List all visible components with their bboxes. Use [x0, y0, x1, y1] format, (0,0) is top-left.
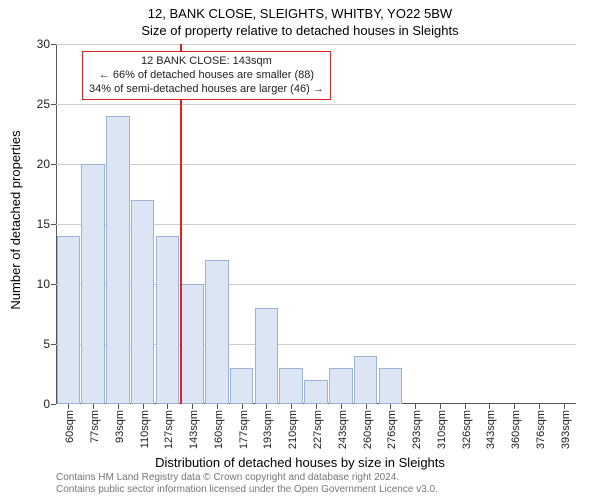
y-tick-label: 10	[37, 277, 56, 291]
chart-container: 12, BANK CLOSE, SLEIGHTS, WHITBY, YO22 5…	[0, 0, 600, 500]
x-tick-label: 360sqm	[510, 410, 522, 449]
x-tick-mark	[192, 404, 193, 409]
x-tick-label: 276sqm	[386, 410, 398, 449]
y-tick-label: 15	[37, 217, 56, 231]
plot-area: 05101520253060sqm77sqm93sqm110sqm127sqm1…	[56, 44, 576, 404]
chart-title-sub: Size of property relative to detached ho…	[0, 21, 600, 42]
x-axis-label: Distribution of detached houses by size …	[0, 455, 600, 470]
bar	[106, 116, 130, 404]
x-tick-mark	[316, 404, 317, 409]
bar	[156, 236, 180, 404]
x-tick-label: 160sqm	[213, 410, 225, 449]
x-tick-label: 343sqm	[485, 410, 497, 449]
x-tick-mark	[242, 404, 243, 409]
x-tick-label: 127sqm	[163, 410, 175, 449]
y-tick-label: 0	[43, 397, 56, 411]
y-tick-label: 5	[43, 337, 56, 351]
x-tick-label: 93sqm	[114, 410, 126, 443]
callout-line: 34% of semi-detached houses are larger (…	[89, 83, 324, 97]
attribution-line: Contains HM Land Registry data © Crown c…	[56, 472, 438, 484]
x-tick-label: 193sqm	[262, 410, 274, 449]
bar	[131, 200, 155, 404]
bar	[255, 308, 279, 404]
x-tick-label: 177sqm	[238, 410, 250, 449]
bar	[57, 236, 81, 404]
x-tick-mark	[266, 404, 267, 409]
x-tick-label: 260sqm	[362, 410, 374, 449]
gridline	[56, 44, 576, 45]
x-tick-mark	[415, 404, 416, 409]
bar	[279, 368, 303, 404]
x-tick-mark	[143, 404, 144, 409]
callout-line: 12 BANK CLOSE: 143sqm	[89, 55, 324, 69]
x-tick-mark	[118, 404, 119, 409]
bar	[304, 380, 328, 404]
bar	[329, 368, 353, 404]
attribution-line: Contains public sector information licen…	[56, 484, 438, 496]
x-tick-mark	[390, 404, 391, 409]
x-tick-mark	[514, 404, 515, 409]
bar	[205, 260, 229, 404]
x-tick-label: 77sqm	[89, 410, 101, 443]
gridline	[56, 164, 576, 165]
x-tick-mark	[440, 404, 441, 409]
x-tick-label: 210sqm	[287, 410, 299, 449]
y-tick-label: 30	[37, 37, 56, 51]
x-tick-mark	[93, 404, 94, 409]
x-tick-label: 326sqm	[461, 410, 473, 449]
bar	[379, 368, 403, 404]
bar	[354, 356, 378, 404]
y-tick-label: 20	[37, 157, 56, 171]
x-tick-mark	[217, 404, 218, 409]
x-tick-mark	[167, 404, 168, 409]
callout-box: 12 BANK CLOSE: 143sqm← 66% of detached h…	[82, 51, 331, 100]
x-tick-mark	[465, 404, 466, 409]
x-tick-mark	[341, 404, 342, 409]
y-axis-label: Number of detached properties	[8, 130, 23, 309]
x-tick-mark	[539, 404, 540, 409]
bar	[180, 284, 204, 404]
x-tick-label: 110sqm	[139, 410, 151, 448]
x-tick-label: 310sqm	[436, 410, 448, 449]
y-tick-label: 25	[37, 97, 56, 111]
x-tick-mark	[68, 404, 69, 409]
bar	[230, 368, 254, 404]
x-tick-label: 393sqm	[560, 410, 572, 449]
x-tick-label: 60sqm	[64, 410, 76, 443]
x-tick-label: 227sqm	[312, 410, 324, 449]
x-tick-mark	[564, 404, 565, 409]
x-tick-label: 376sqm	[535, 410, 547, 449]
x-tick-label: 243sqm	[337, 410, 349, 449]
x-tick-mark	[291, 404, 292, 409]
gridline	[56, 104, 576, 105]
x-tick-label: 293sqm	[411, 410, 423, 449]
attribution-text: Contains HM Land Registry data © Crown c…	[56, 472, 438, 496]
x-tick-mark	[366, 404, 367, 409]
callout-line: ← 66% of detached houses are smaller (88…	[89, 69, 324, 83]
x-tick-mark	[489, 404, 490, 409]
chart-title-main: 12, BANK CLOSE, SLEIGHTS, WHITBY, YO22 5…	[0, 0, 600, 21]
x-tick-label: 143sqm	[188, 410, 200, 449]
bar	[81, 164, 105, 404]
